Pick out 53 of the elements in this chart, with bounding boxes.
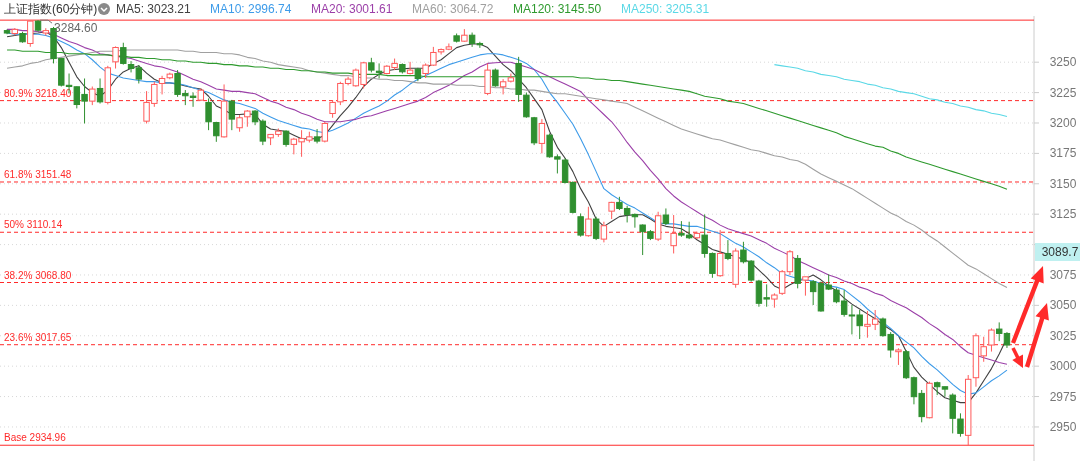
ref-line-label: 38.2% 3068.80 bbox=[4, 269, 72, 281]
candlestick bbox=[724, 239, 732, 261]
ref-line-label: 80.9% 3218.40 bbox=[4, 87, 72, 99]
candlestick bbox=[27, 20, 34, 48]
y-tick-label: 3200 bbox=[1049, 115, 1077, 130]
candlestick bbox=[523, 91, 530, 119]
candlestick bbox=[89, 86, 96, 106]
candlestick bbox=[112, 45, 119, 70]
text: MA5: 3023.21 bbox=[116, 2, 192, 16]
candlestick bbox=[205, 97, 212, 131]
text: MA20: 3001.61 bbox=[311, 2, 393, 16]
candlestick bbox=[96, 77, 104, 105]
candlestick bbox=[654, 211, 662, 242]
ref-line-label: 61.8% 3151.48 bbox=[4, 168, 72, 180]
candlestick bbox=[313, 128, 321, 144]
y-tick-label: 3250 bbox=[1049, 55, 1077, 70]
y-tick-label: 2950 bbox=[1049, 419, 1077, 434]
annotation: 3284.60 bbox=[54, 21, 98, 36]
line-series bbox=[6, 49, 1008, 289]
candlestick bbox=[375, 62, 383, 79]
candlestick bbox=[538, 118, 546, 154]
candlestick bbox=[592, 216, 600, 241]
y-tick-label: 3050 bbox=[1049, 298, 1077, 313]
y-tick-label: 3150 bbox=[1049, 176, 1077, 191]
candlestick bbox=[585, 206, 592, 238]
y-tick-label: 2975 bbox=[1049, 389, 1077, 404]
y-tick-label: 3225 bbox=[1049, 85, 1077, 100]
y-tick-label: 3125 bbox=[1049, 207, 1077, 222]
candlestick bbox=[499, 78, 507, 95]
text: MA120: 3145.50 bbox=[513, 2, 602, 16]
candlestick bbox=[988, 327, 995, 353]
text: MA10: 2996.74 bbox=[210, 2, 292, 16]
candlestick bbox=[484, 62, 491, 96]
y-tick-label: 3000 bbox=[1049, 359, 1077, 374]
candlestick bbox=[228, 99, 236, 131]
ref-line-label: Base 2934.96 bbox=[4, 432, 67, 444]
ref-line-label: 50% 3110.14 bbox=[4, 219, 63, 231]
ref-line-label: 23.6% 3017.65 bbox=[4, 331, 72, 343]
text: 3089.7 bbox=[1041, 245, 1079, 259]
text: MA250: 3205.31 bbox=[621, 2, 710, 16]
y-tick-label: 3075 bbox=[1049, 267, 1077, 282]
y-tick-label: 3175 bbox=[1049, 146, 1077, 161]
line-series bbox=[773, 64, 1008, 118]
y-tick-label: 3025 bbox=[1049, 328, 1077, 343]
candlestick bbox=[716, 229, 724, 278]
candlestick bbox=[670, 214, 677, 254]
candlestick bbox=[406, 61, 414, 75]
candlestick bbox=[802, 276, 809, 297]
candlestick bbox=[158, 75, 166, 95]
chart-title: 上证指数(60分钟) bbox=[4, 2, 98, 16]
candlestick bbox=[600, 221, 608, 243]
candlestick bbox=[577, 212, 584, 238]
text: MA60: 3064.72 bbox=[412, 2, 494, 16]
